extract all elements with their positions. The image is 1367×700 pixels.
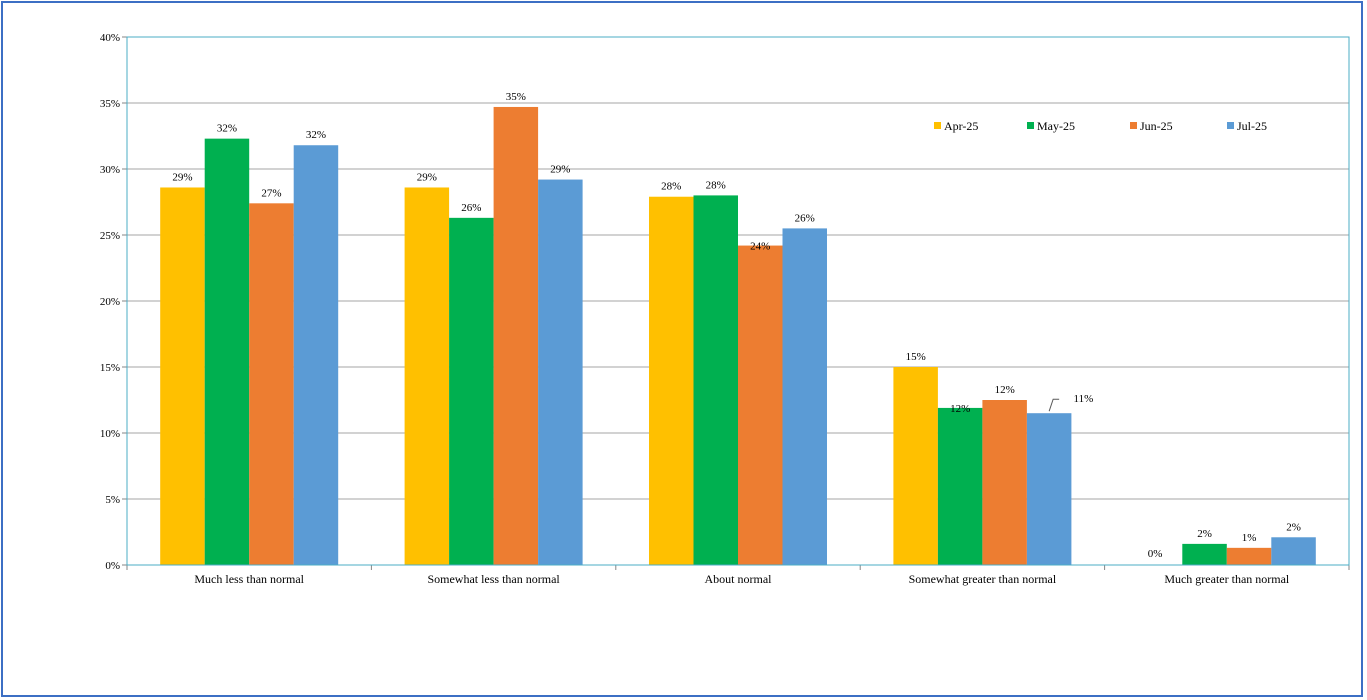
- x-tick-label: Much greater than normal: [1164, 572, 1290, 586]
- data-label: 35%: [506, 91, 526, 103]
- bar: [293, 145, 339, 566]
- legend: Apr-25 May-25 Jun-25 Jul-25: [934, 119, 1267, 133]
- bar: [1226, 547, 1272, 565]
- bar: [1026, 413, 1072, 565]
- data-label: 29%: [550, 164, 570, 176]
- bar: [782, 228, 827, 565]
- data-label: 32%: [306, 129, 326, 141]
- y-tick-label: 20%: [100, 296, 120, 308]
- bar: [449, 217, 494, 565]
- y-tick-label: 30%: [100, 164, 120, 176]
- data-label: 28%: [661, 181, 681, 193]
- y-tick-label: 15%: [100, 362, 120, 374]
- bar: [1182, 543, 1227, 565]
- data-label: 2%: [1286, 521, 1301, 533]
- legend-swatch: [1227, 122, 1234, 129]
- bar: [160, 187, 205, 566]
- x-tick-label: Much less than normal: [194, 572, 304, 586]
- legend-label: Apr-25: [944, 119, 978, 133]
- y-tick-label: 5%: [105, 494, 120, 506]
- label-leader-line: [1048, 398, 1060, 412]
- x-tick-label: About normal: [705, 572, 773, 586]
- bar: [249, 203, 294, 565]
- data-label: 2%: [1197, 528, 1212, 540]
- data-label: 28%: [706, 179, 726, 191]
- data-label: 1%: [1242, 532, 1257, 544]
- bars: [160, 106, 1316, 566]
- data-label: 12%: [995, 384, 1015, 396]
- data-label: 26%: [795, 212, 815, 224]
- y-tick-label: 35%: [100, 98, 120, 110]
- data-label: 27%: [261, 187, 281, 199]
- x-axis: Much less than normal Somewhat less than …: [126, 564, 1350, 586]
- data-label: 24%: [750, 241, 770, 253]
- y-tick-label: 0%: [105, 560, 120, 572]
- x-tick-label: Somewhat greater than normal: [909, 572, 1057, 586]
- x-tick-label: Somewhat less than normal: [427, 572, 560, 586]
- y-tick-label: 10%: [100, 428, 120, 440]
- data-label: 32%: [217, 123, 237, 135]
- legend-label: Jun-25: [1140, 119, 1173, 133]
- data-label: 0%: [1148, 548, 1163, 560]
- bar: [738, 245, 783, 565]
- bar: [538, 179, 583, 565]
- bar: [982, 400, 1027, 565]
- data-label: 12%: [950, 403, 970, 415]
- y-axis: 0% 5% 10% 15% 20% 25% 30% 35% 40%: [100, 32, 127, 572]
- legend-swatch: [1130, 122, 1137, 129]
- bar: [493, 106, 539, 566]
- bar: [204, 138, 250, 565]
- data-label: 26%: [461, 202, 481, 214]
- legend-swatch: [934, 122, 941, 129]
- data-label: 15%: [906, 351, 926, 363]
- data-label: 29%: [172, 171, 192, 183]
- y-tick-label: 40%: [100, 32, 120, 44]
- data-label: 11%: [1074, 393, 1094, 405]
- bar: [649, 196, 694, 565]
- plot-area-border: [126, 36, 1350, 566]
- legend-label: Jul-25: [1237, 119, 1267, 133]
- bar: [937, 407, 983, 565]
- bar: [893, 367, 938, 565]
- y-tick-label: 25%: [100, 230, 120, 242]
- data-label: 29%: [417, 171, 437, 183]
- legend-swatch: [1027, 122, 1034, 129]
- bar: [404, 187, 450, 566]
- bar: [693, 195, 738, 565]
- bar: [1271, 537, 1316, 565]
- legend-label: May-25: [1037, 119, 1075, 133]
- data-labels: 29% 29% 28% 15% 0% 32% 26% 28% 12% 2% 27% 35% 24% 12%…: [172, 91, 1301, 560]
